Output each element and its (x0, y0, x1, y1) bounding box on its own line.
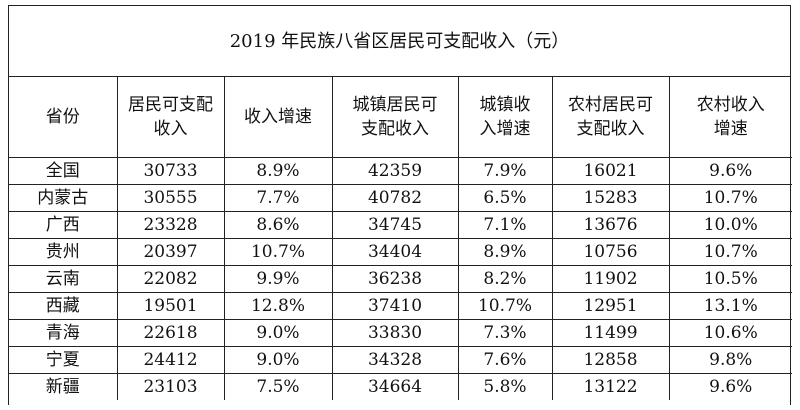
value-cell: 7.5% (223, 373, 333, 400)
column-header-line: 居民可支配 (128, 95, 213, 115)
value-cell: 7.6% (457, 346, 553, 374)
value-cell: 9.8% (668, 346, 792, 374)
value-cell: 42359 (331, 157, 459, 185)
income-table: 省份 居民可支配 收入 收入增速 城镇居民可 支配收入 城镇收 入增速 农村居民可 支配收入 农村收… (9, 77, 792, 400)
value-cell: 7.7% (223, 184, 333, 212)
value-cell: 34328 (331, 346, 459, 374)
column-header-line: 省份 (45, 107, 80, 127)
value-cell: 13.1% (668, 292, 792, 320)
table-row: 青海 22618 9.0% 33830 7.3% 11499 10.6% (9, 319, 792, 347)
value-cell: 7.1% (457, 211, 553, 239)
column-header-line: 城镇居民可 (352, 95, 438, 115)
value-cell: 12.8% (223, 292, 333, 320)
province-cell: 云南 (9, 265, 118, 293)
table-row: 广西 23328 8.6% 34745 7.1% 13676 10.0% (9, 211, 792, 239)
value-cell: 8.9% (223, 157, 333, 185)
value-cell: 22082 (116, 265, 225, 293)
column-header-line: 增速 (713, 119, 748, 139)
province-cell: 宁夏 (9, 346, 118, 374)
province-cell: 内蒙古 (9, 184, 118, 212)
column-header-line: 入增速 (479, 119, 531, 139)
table-header: 省份 居民可支配 收入 收入增速 城镇居民可 支配收入 城镇收 入增速 农村居民可 支配收入 农村收… (9, 77, 792, 158)
value-cell: 30733 (116, 157, 225, 185)
value-cell: 12951 (551, 292, 670, 320)
column-header-line: 支配收入 (361, 119, 429, 139)
value-cell: 34664 (331, 373, 459, 400)
column-header-line: 农村收入 (696, 95, 765, 115)
value-cell: 6.5% (457, 184, 553, 212)
column-header-line: 收入增速 (244, 107, 312, 127)
column-header: 城镇收 入增速 (457, 77, 553, 158)
province-cell: 全国 (9, 157, 118, 185)
column-header: 省份 (9, 77, 118, 158)
value-cell: 23103 (116, 373, 225, 400)
value-cell: 33830 (331, 319, 459, 347)
column-header: 农村收入 增速 (668, 77, 792, 158)
value-cell: 13122 (551, 373, 670, 400)
value-cell: 30555 (116, 184, 225, 212)
province-cell: 西藏 (9, 292, 118, 320)
column-header: 收入增速 (223, 77, 333, 158)
value-cell: 34404 (331, 238, 459, 266)
column-header: 城镇居民可 支配收入 (331, 77, 459, 158)
table-row: 内蒙古 30555 7.7% 40782 6.5% 15283 10.7% (9, 184, 792, 212)
value-cell: 10.7% (668, 238, 792, 266)
value-cell: 13676 (551, 211, 670, 239)
value-cell: 10.7% (668, 184, 792, 212)
value-cell: 10756 (551, 238, 670, 266)
value-cell: 19501 (116, 292, 225, 320)
value-cell: 34745 (331, 211, 459, 239)
table-title: 2019 年民族八省区居民可支配收入（元） (9, 6, 790, 77)
table-row: 西藏 19501 12.8% 37410 10.7% 12951 13.1% (9, 292, 792, 320)
value-cell: 12858 (551, 346, 670, 374)
column-header: 居民可支配 收入 (116, 77, 225, 158)
value-cell: 16021 (551, 157, 670, 185)
value-cell: 7.3% (457, 319, 553, 347)
value-cell: 8.9% (457, 238, 553, 266)
value-cell: 11902 (551, 265, 670, 293)
value-cell: 9.6% (668, 373, 792, 400)
column-header-line: 农村居民可 (568, 95, 653, 115)
value-cell: 7.9% (457, 157, 553, 185)
value-cell: 9.6% (668, 157, 792, 185)
column-header-line: 支配收入 (576, 119, 645, 139)
province-cell: 贵州 (9, 238, 118, 266)
column-header-line: 收入 (153, 119, 188, 139)
value-cell: 20397 (116, 238, 225, 266)
value-cell: 24412 (116, 346, 225, 374)
value-cell: 5.8% (457, 373, 553, 400)
province-cell: 青海 (9, 319, 118, 347)
province-cell: 广西 (9, 211, 118, 239)
column-header: 农村居民可 支配收入 (551, 77, 670, 158)
table-row: 贵州 20397 10.7% 34404 8.9% 10756 10.7% (9, 238, 792, 266)
table-row: 云南 22082 9.9% 36238 8.2% 11902 10.5% (9, 265, 792, 293)
value-cell: 10.5% (668, 265, 792, 293)
value-cell: 8.2% (457, 265, 553, 293)
header-row: 省份 居民可支配 收入 收入增速 城镇居民可 支配收入 城镇收 入增速 农村居民可 支配收入 农村收… (9, 77, 792, 158)
value-cell: 11499 (551, 319, 670, 347)
value-cell: 40782 (331, 184, 459, 212)
value-cell: 10.6% (668, 319, 792, 347)
value-cell: 37410 (331, 292, 459, 320)
table-row: 新疆 23103 7.5% 34664 5.8% 13122 9.6% (9, 373, 792, 400)
table-row: 全国 30733 8.9% 42359 7.9% 16021 9.6% (9, 157, 792, 185)
column-header-line: 城镇收 (479, 95, 531, 115)
value-cell: 23328 (116, 211, 225, 239)
table-body: 全国 30733 8.9% 42359 7.9% 16021 9.6% 内蒙古 30555 7.7… (9, 157, 792, 400)
value-cell: 9.0% (223, 319, 333, 347)
value-cell: 36238 (331, 265, 459, 293)
value-cell: 9.0% (223, 346, 333, 374)
value-cell: 10.0% (668, 211, 792, 239)
province-cell: 新疆 (9, 373, 118, 400)
value-cell: 8.6% (223, 211, 333, 239)
value-cell: 10.7% (457, 292, 553, 320)
table-row: 宁夏 24412 9.0% 34328 7.6% 12858 9.8% (9, 346, 792, 374)
value-cell: 9.9% (223, 265, 333, 293)
value-cell: 10.7% (223, 238, 333, 266)
income-table-container: 2019 年民族八省区居民可支配收入（元） 省份 居民可支配 收入 收入增速 城镇居民可… (8, 5, 792, 405)
value-cell: 15283 (551, 184, 670, 212)
value-cell: 22618 (116, 319, 225, 347)
